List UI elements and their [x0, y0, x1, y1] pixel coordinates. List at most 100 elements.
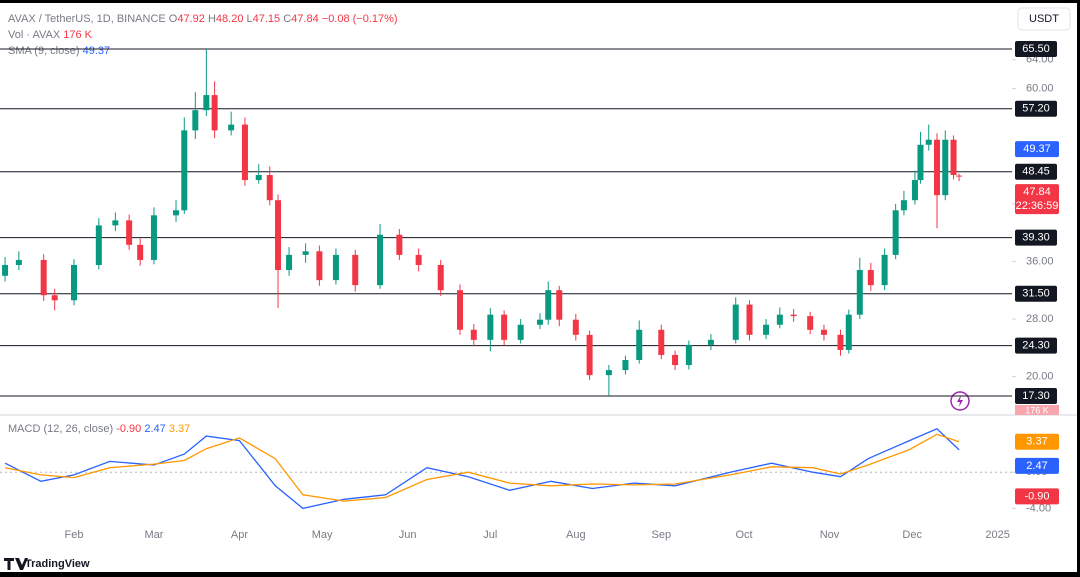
level-label: 48.45 — [1022, 166, 1050, 178]
candle-body — [501, 314, 508, 340]
candle-body — [95, 225, 102, 265]
candle-body — [377, 234, 384, 286]
candle-body — [457, 290, 464, 330]
candle-body — [917, 144, 924, 181]
candle-body — [228, 124, 235, 131]
legend-row: AVAX / TetherUS, 1D, BINANCE O47.92 H48.… — [8, 13, 398, 25]
volume-value: 176 K — [63, 29, 92, 41]
y-tick-label: 28.00 — [1026, 313, 1054, 325]
level-label-bg — [1015, 388, 1057, 405]
price-badge — [1015, 488, 1059, 505]
x-tick-label: Dec — [902, 529, 922, 541]
candle-body — [173, 210, 180, 216]
candle-body — [572, 319, 579, 335]
ohlc-value: 47.15 — [253, 13, 281, 25]
level-label-bg — [1015, 285, 1057, 302]
x-tick-label: Nov — [820, 529, 840, 541]
candle-body — [487, 314, 494, 340]
macd-legend: MACD (12, 26, close) -0.90 2.47 3.37 — [8, 423, 190, 435]
price-badge-label: 2.47 — [1026, 460, 1047, 472]
background — [0, 3, 1077, 572]
currency-button[interactable] — [1017, 7, 1071, 31]
price-badge — [1015, 184, 1059, 215]
candle-body — [672, 354, 679, 366]
ohlc-value: 47.84 — [291, 13, 319, 25]
macd-line — [4, 428, 960, 510]
candle-body — [881, 254, 888, 286]
candle-body — [150, 215, 157, 260]
candle-body — [415, 254, 422, 265]
candle-body — [807, 316, 814, 330]
price-badge — [1015, 433, 1059, 450]
candle-body — [820, 329, 827, 335]
ohlc-key: O — [169, 13, 178, 25]
candle-body — [950, 139, 957, 176]
candle-body — [545, 290, 552, 320]
level-label-bg — [1015, 163, 1057, 180]
candle-body — [911, 180, 918, 201]
candle-body — [470, 329, 477, 340]
macd-line — [4, 433, 960, 502]
candle-body — [934, 139, 941, 196]
price-badge-label: 3.37 — [1026, 436, 1047, 448]
level-label: 39.30 — [1022, 232, 1050, 244]
level-label-bg — [1015, 229, 1057, 246]
volume-badge: 176 K — [1025, 405, 1049, 415]
currency[interactable]: USDT — [1029, 13, 1059, 25]
y-tick-label: 60.00 — [1026, 83, 1054, 95]
candle-body — [658, 329, 665, 355]
level-label: 17.30 — [1022, 390, 1050, 402]
x-tick-label: Jul — [483, 529, 497, 541]
candle-body — [112, 220, 119, 226]
candle-body — [2, 264, 9, 276]
candle-body — [255, 175, 262, 181]
macd-value: 2.47 — [144, 423, 165, 435]
candle-body — [605, 370, 612, 376]
candle-body — [302, 251, 309, 255]
level-label: 24.30 — [1022, 340, 1050, 352]
candle-body — [51, 295, 58, 301]
candle-body — [586, 334, 593, 376]
volume-badge-bg — [1015, 405, 1059, 415]
sma-title: SMA (9, close) — [8, 45, 80, 57]
candle-body — [192, 110, 199, 131]
candle-body — [316, 251, 323, 281]
ohlc-key: C — [283, 13, 291, 25]
macd-title: MACD (12, 26, close) — [8, 423, 113, 435]
symbol: AVAX / TetherUS, 1D, BINANCE — [8, 13, 166, 25]
candle-body — [892, 210, 899, 255]
candle-body — [763, 324, 770, 335]
candle-body — [437, 264, 444, 291]
candle-body — [956, 175, 963, 177]
x-tick-label: Apr — [231, 529, 248, 541]
x-tick-label: 2025 — [985, 529, 1009, 541]
candle-body — [71, 264, 78, 301]
x-tick-label: Oct — [735, 529, 752, 541]
candle-body — [275, 200, 282, 271]
volume-title: Vol · AVAX — [8, 29, 61, 41]
level-label-bg — [1015, 41, 1057, 58]
change: −0.08 (−0.17%) — [322, 13, 398, 25]
signal-value: 3.37 — [169, 423, 190, 435]
candle-body — [707, 339, 714, 345]
candle-body — [746, 304, 753, 335]
level-label: 65.50 — [1022, 43, 1050, 55]
candle-body — [856, 270, 863, 315]
price-badge-label: -0.90 — [1024, 490, 1049, 502]
candle-body — [845, 314, 852, 350]
volume-legend: Vol · AVAX 176 K — [8, 29, 93, 41]
brand-logo — [4, 558, 28, 570]
candle-body — [925, 139, 932, 145]
candle-body — [352, 254, 359, 286]
candle-body — [126, 220, 133, 245]
price-badge — [1015, 457, 1059, 474]
candle-body — [40, 259, 47, 296]
ohlc-key: L — [247, 13, 253, 25]
candle-body — [636, 329, 643, 361]
candle-body — [556, 290, 563, 320]
alert-bolt — [957, 395, 963, 407]
brand: TradingView — [25, 558, 90, 570]
x-tick-label: Mar — [144, 529, 163, 541]
